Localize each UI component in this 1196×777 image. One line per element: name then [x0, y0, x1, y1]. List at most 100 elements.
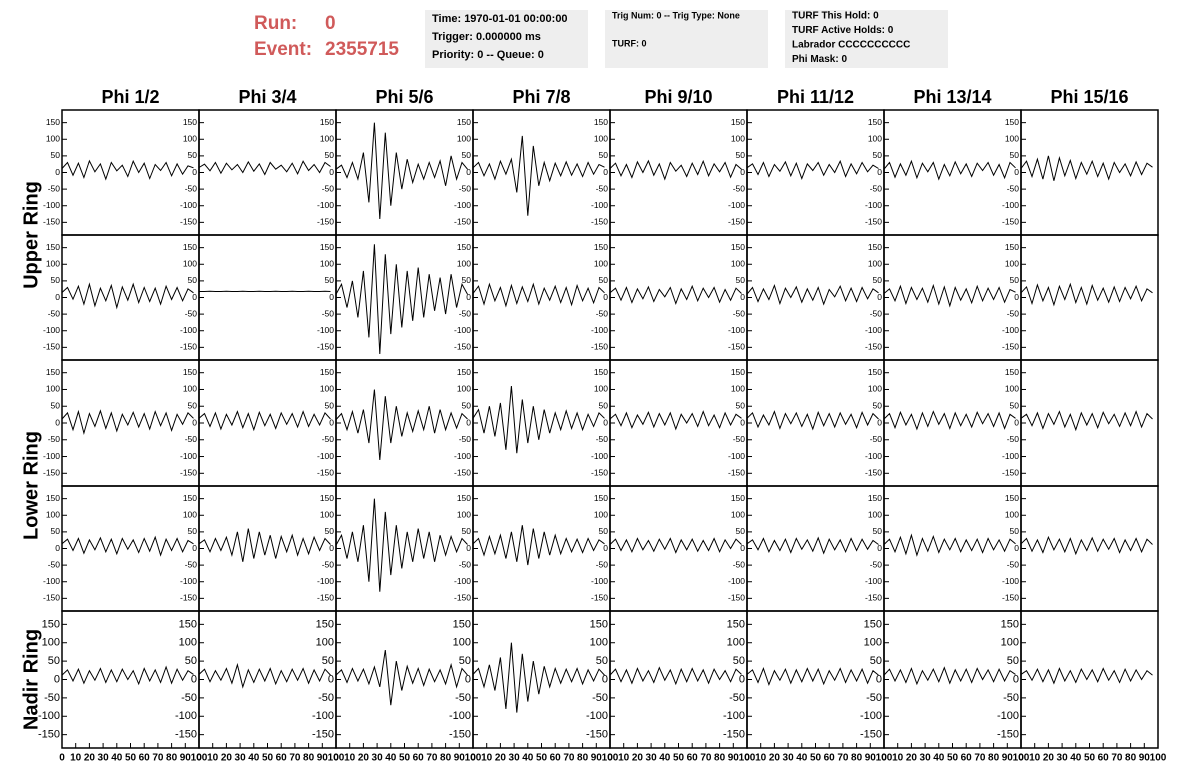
y-tick-label: 150: [320, 367, 334, 377]
x-tick-label: 20: [769, 753, 781, 764]
y-tick-label: 0: [55, 292, 60, 302]
y-tick-label: 100: [1005, 259, 1019, 269]
y-tick-label: -150: [180, 217, 197, 227]
y-tick-label: -100: [586, 710, 608, 722]
x-tick-label: 80: [166, 753, 178, 764]
y-tick-label: -50: [729, 692, 745, 704]
x-tick-label: 30: [372, 753, 384, 764]
event-value: 2355715: [325, 39, 399, 60]
panel-frame: [199, 110, 336, 235]
y-tick-label: -50: [185, 434, 198, 444]
y-tick-label: 150: [1005, 242, 1019, 252]
y-tick-label: -150: [43, 342, 60, 352]
y-tick-label: -50: [459, 559, 472, 569]
y-tick-label: -150: [728, 217, 745, 227]
y-tick-label: 50: [1010, 400, 1020, 410]
x-tick-label: 0: [470, 753, 476, 764]
y-tick-label: 50: [873, 526, 883, 536]
y-tick-label: -50: [185, 183, 198, 193]
waveform: [610, 161, 742, 179]
row-label: Upper Ring: [20, 181, 42, 289]
y-tick-label: -100: [317, 451, 334, 461]
y-tick-label: -150: [317, 593, 334, 603]
y-tick-label: 50: [325, 400, 335, 410]
y-tick-label: -50: [48, 308, 61, 318]
y-tick-label: -50: [48, 559, 61, 569]
y-tick-label: -50: [459, 183, 472, 193]
x-tick-label: 10: [70, 753, 82, 764]
y-tick-label: -150: [591, 342, 608, 352]
x-tick-label: 50: [399, 753, 411, 764]
y-tick-label: 50: [873, 275, 883, 285]
waveform: [62, 284, 194, 307]
y-tick-label: 100: [594, 259, 608, 269]
y-tick-label: 50: [51, 150, 61, 160]
y-tick-label: 150: [731, 242, 745, 252]
y-tick-label: -150: [586, 729, 608, 741]
y-tick-label: -50: [48, 183, 61, 193]
y-tick-label: 100: [457, 510, 471, 520]
x-tick-label: 10: [344, 753, 356, 764]
x-tick-label: 0: [1018, 753, 1024, 764]
y-tick-label: -100: [865, 200, 882, 210]
x-tick-label: 80: [577, 753, 589, 764]
waveform: [884, 535, 1016, 555]
y-tick-label: 100: [46, 259, 60, 269]
y-tick-label: -100: [38, 710, 60, 722]
y-tick-label: 0: [192, 543, 197, 553]
panel-frame: [199, 235, 336, 360]
y-tick-label: -100: [865, 576, 882, 586]
info-text: Trigger: 0.000000 ms: [432, 31, 541, 43]
y-tick-label: 0: [329, 543, 334, 553]
y-tick-label: 100: [320, 134, 334, 144]
waveform: [62, 411, 194, 433]
y-tick-label: -150: [1002, 217, 1019, 227]
y-tick-label: 150: [46, 493, 60, 503]
y-tick-label: 150: [183, 117, 197, 127]
y-tick-label: -150: [454, 468, 471, 478]
row-label: Lower Ring: [20, 431, 42, 540]
y-tick-label: -150: [723, 729, 745, 741]
x-tick-label: 20: [906, 753, 918, 764]
x-tick-label: 40: [796, 753, 808, 764]
y-tick-label: -50: [596, 434, 609, 444]
y-tick-label: 0: [466, 543, 471, 553]
y-tick-label: 50: [870, 655, 882, 667]
y-tick-label: -50: [322, 308, 335, 318]
y-tick-label: -50: [870, 183, 883, 193]
y-tick-label: 50: [459, 655, 471, 667]
y-tick-label: 100: [183, 384, 197, 394]
x-tick-label: 30: [235, 753, 247, 764]
y-tick-label: -50: [733, 308, 746, 318]
y-tick-label: 100: [46, 384, 60, 394]
y-tick-label: 50: [48, 655, 60, 667]
x-tick-label: 30: [646, 753, 658, 764]
y-tick-label: 150: [320, 117, 334, 127]
y-tick-label: -50: [866, 692, 882, 704]
y-tick-label: -150: [1002, 468, 1019, 478]
waveform: [199, 529, 331, 562]
x-tick-label: 40: [1070, 753, 1082, 764]
x-tick-label: 90: [591, 753, 603, 764]
y-tick-label: 150: [868, 242, 882, 252]
y-tick-label: 100: [590, 637, 608, 649]
x-tick-label: 70: [426, 753, 438, 764]
waveform: [884, 286, 1016, 306]
waveform: [1021, 412, 1153, 430]
y-tick-label: -150: [449, 729, 471, 741]
y-tick-label: 50: [51, 275, 61, 285]
x-tick-label: 0: [333, 753, 339, 764]
y-tick-label: 100: [183, 259, 197, 269]
y-tick-label: 0: [740, 167, 745, 177]
run-label: Run:: [254, 13, 297, 34]
waveform: [336, 390, 468, 460]
y-tick-label: 150: [727, 618, 745, 630]
